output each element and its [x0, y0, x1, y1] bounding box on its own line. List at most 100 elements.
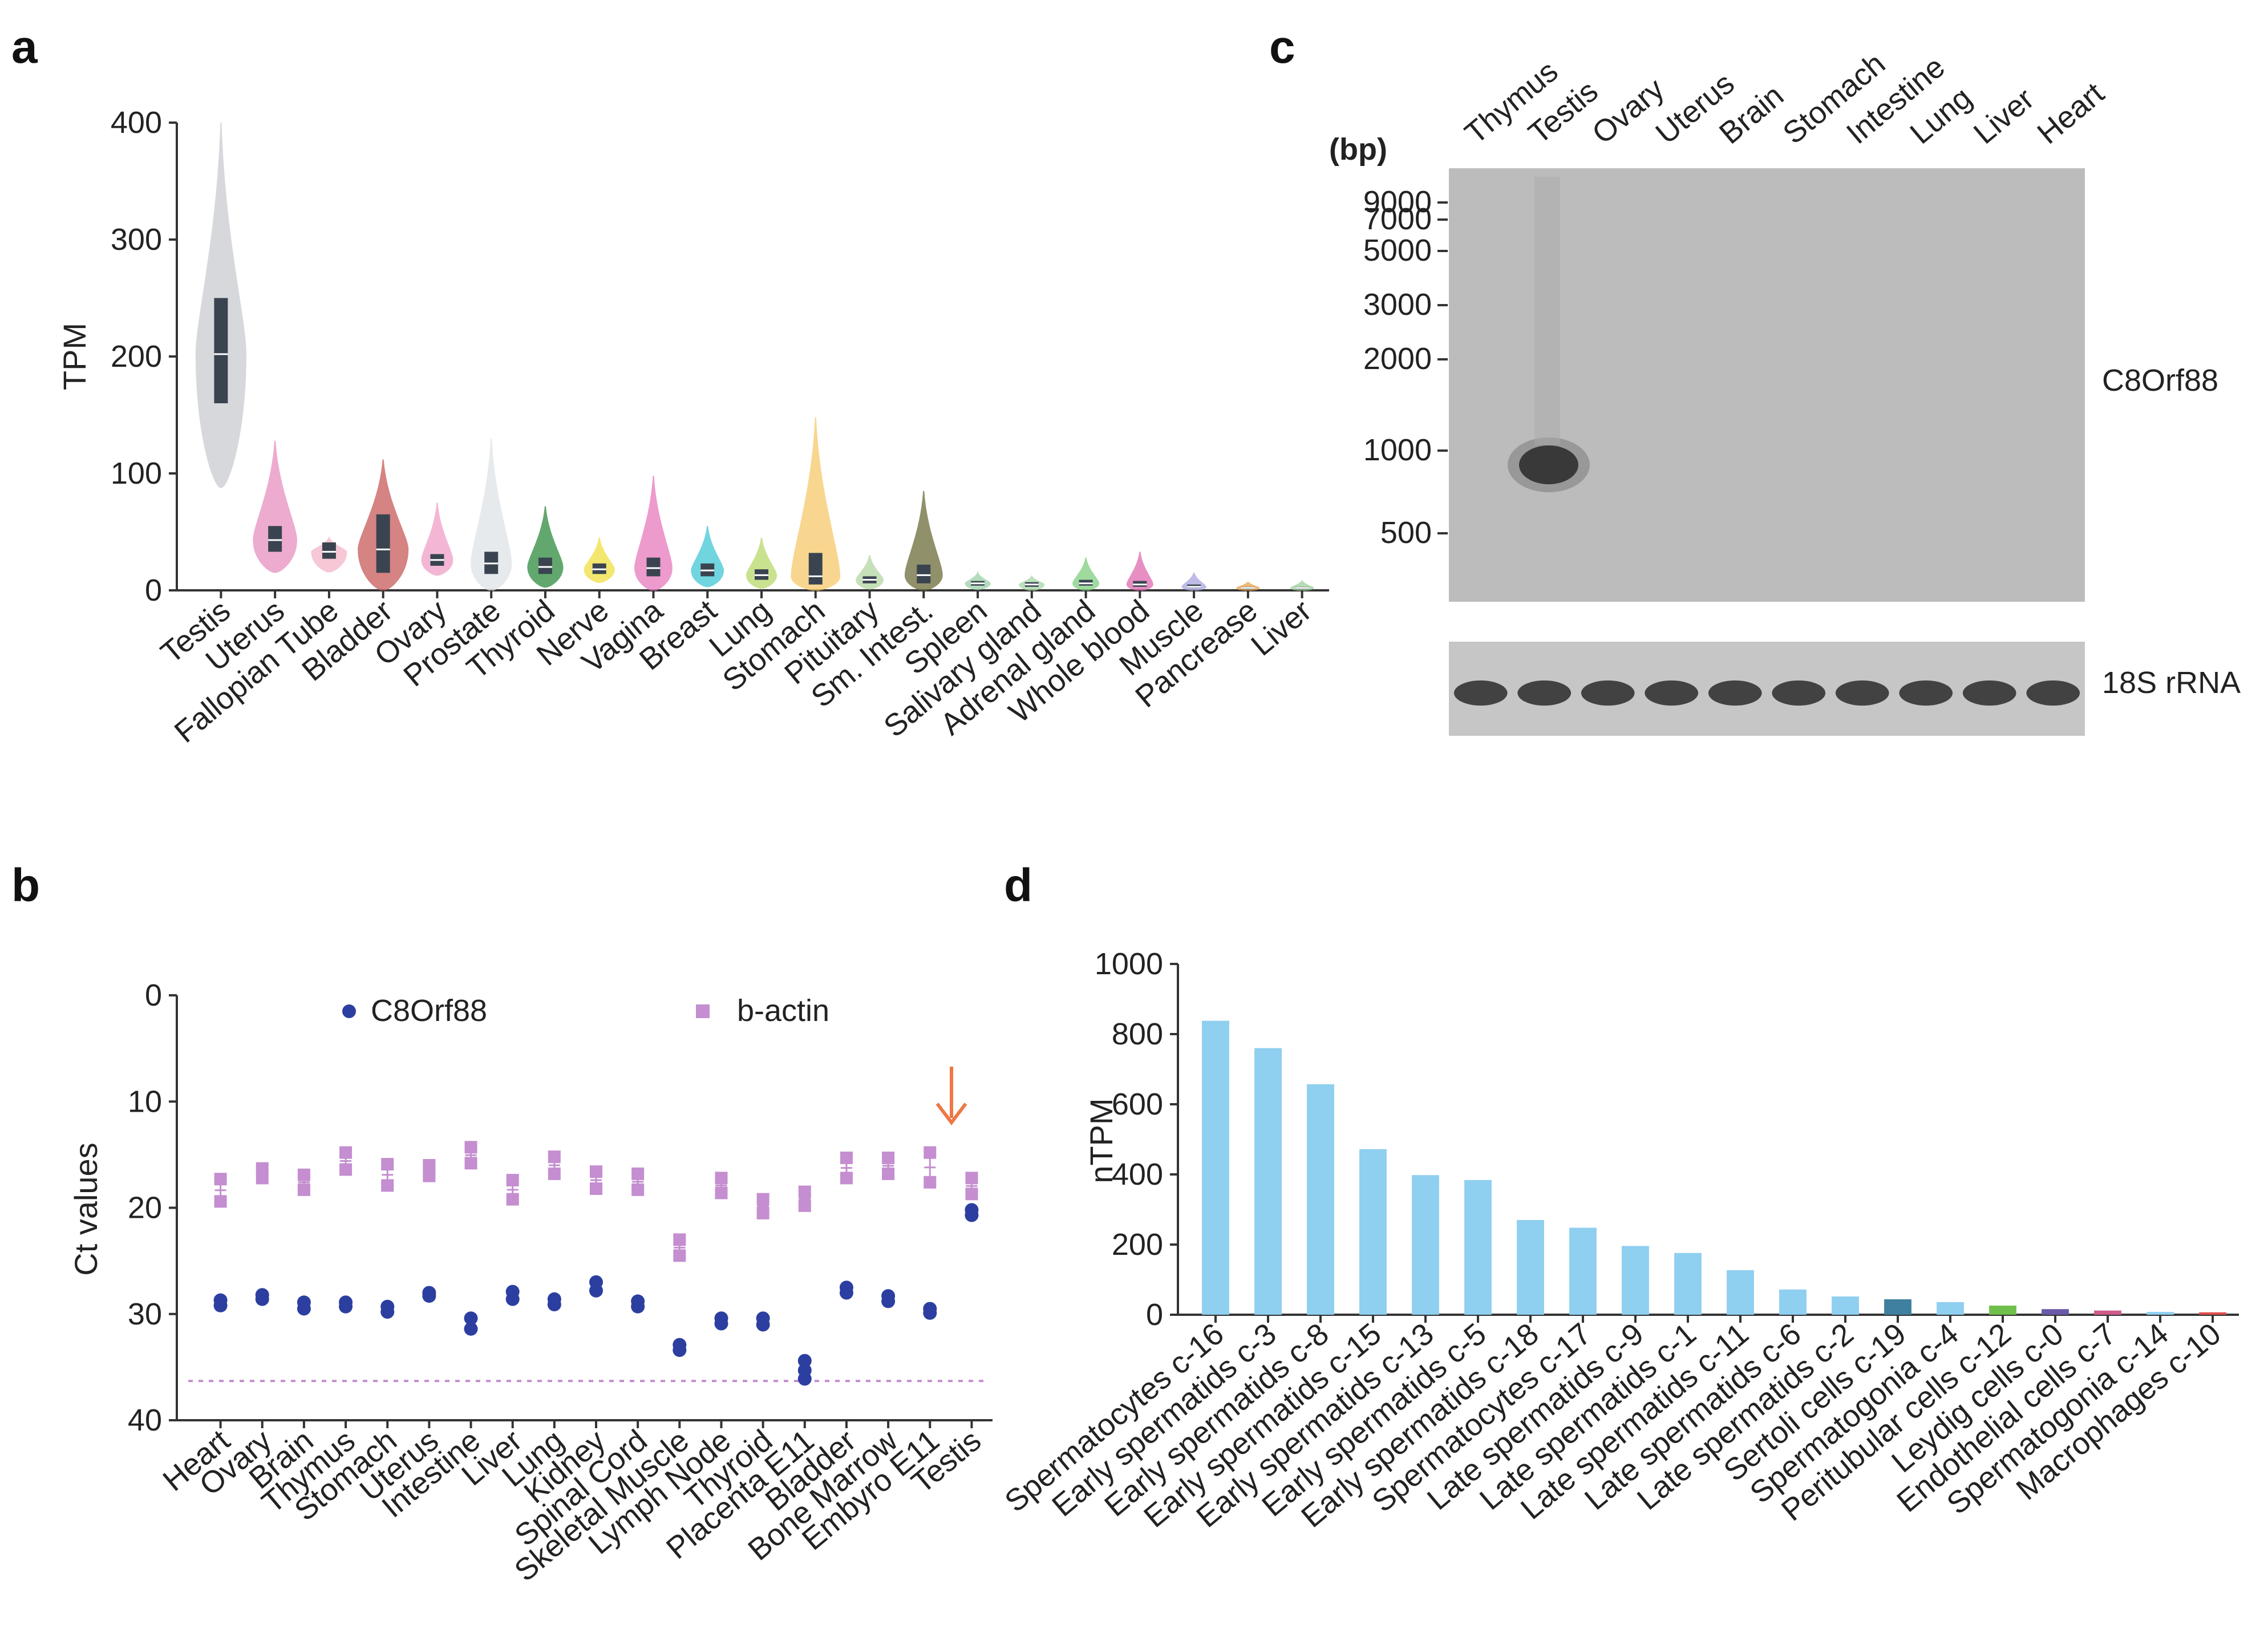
- panel-b-ytick-label: 40: [128, 1403, 162, 1437]
- bar-spermatocytes-c-17: [1569, 1227, 1597, 1315]
- c8orf88-point: [839, 1286, 853, 1300]
- c8orf88-point: [255, 1292, 269, 1306]
- bar-leydig-cells-c-0: [2042, 1309, 2069, 1315]
- panel-d-ytick-label: 1000: [1095, 947, 1163, 981]
- violin-iqr-box: [322, 542, 336, 559]
- c8orf88-point: [673, 1343, 687, 1358]
- panel-label-b: b: [11, 860, 40, 911]
- bar-late-spermatids-c-6: [1779, 1289, 1807, 1315]
- c8orf88-point: [714, 1316, 728, 1331]
- arrow-icon: [935, 1103, 967, 1125]
- violin-pituitary: [856, 555, 884, 590]
- violin-iqr-box: [214, 298, 228, 403]
- violin-uterus: [253, 440, 297, 573]
- bar-early-spermatids-c-13: [1412, 1175, 1439, 1315]
- panel-a-ytick-label: 200: [111, 339, 162, 374]
- bar-macrophages-c-10: [2199, 1312, 2226, 1315]
- c8orf88-point: [756, 1318, 770, 1332]
- bar-endothelial-cells-c-7: [2094, 1310, 2121, 1315]
- blot-label-c8orf88: C8Orf88: [2102, 363, 2218, 398]
- c8orf88-point: [339, 1299, 353, 1314]
- rrna-band: [1835, 680, 1889, 706]
- panel-a-category-label: Liver: [1245, 593, 1318, 662]
- panel-b-y-label: Ct values: [68, 1142, 104, 1275]
- bar-early-spermatids-c-5: [1464, 1180, 1492, 1315]
- c8orf88-point: [797, 1354, 812, 1368]
- c8orf88-point: [297, 1302, 311, 1316]
- violin-lung: [746, 537, 777, 589]
- panel-d-ytick-label: 0: [1146, 1298, 1163, 1332]
- c8orf88-point: [547, 1297, 561, 1311]
- violin-iqr-box: [538, 557, 552, 574]
- c8orf88-point: [505, 1292, 520, 1306]
- rrna-band: [1772, 680, 1826, 706]
- ladder-label: 3000: [1363, 287, 1432, 322]
- ladder-label: 5000: [1363, 233, 1432, 268]
- lane-label-liver: Liver: [1967, 82, 2040, 151]
- panel-a-ytick-label: 400: [111, 106, 162, 140]
- bar-early-spermatids-c-8: [1307, 1084, 1334, 1315]
- testis-arrow: [935, 1067, 967, 1125]
- c8orf88-point: [797, 1372, 812, 1386]
- panel-d-y-label: nTPM: [1083, 1098, 1119, 1183]
- c8orf88-point: [631, 1299, 645, 1314]
- bar-late-spermatids-c-2: [1832, 1296, 1859, 1315]
- c8orf88-point: [965, 1208, 979, 1222]
- violin-iqr-box: [268, 526, 282, 552]
- ladder-label: 7000: [1363, 202, 1432, 236]
- violin-iqr-box: [646, 557, 661, 577]
- ladder-label: 2000: [1363, 342, 1432, 376]
- ladder-label: 9000: [1363, 185, 1432, 219]
- rrna-band: [1453, 680, 1508, 706]
- rrna-band: [1645, 680, 1699, 706]
- c8orf88-point: [881, 1294, 896, 1308]
- lane-label-ovary: Ovary: [1586, 72, 1671, 151]
- ladder-label: 500: [1380, 516, 1432, 550]
- panel-label-d: d: [1004, 860, 1032, 911]
- panel-label-c: c: [1269, 21, 1295, 73]
- panel-a-ytick-label: 100: [111, 456, 162, 491]
- rrna-band: [1899, 680, 1953, 706]
- panel-d-ytick-label: 800: [1112, 1017, 1163, 1051]
- blot-lane-smear: [1534, 177, 1560, 445]
- violin-iqr-box: [808, 553, 823, 585]
- c8orf88-point: [213, 1298, 228, 1312]
- violin-breast: [691, 526, 724, 587]
- legend-marker-b-actin: [696, 1004, 710, 1018]
- blot-band-halo: [1508, 437, 1590, 492]
- panel-a-y-label: TPM: [56, 323, 92, 390]
- rrna-band: [1708, 680, 1762, 706]
- c8orf88-point: [380, 1305, 395, 1319]
- bar-spermatocytes-c-16: [1202, 1020, 1229, 1315]
- panel-d-ytick-label: 400: [1112, 1157, 1163, 1192]
- bar-spermatogonia-c-14: [2146, 1312, 2174, 1315]
- panel-b-legend: C8Orf88 b-actin: [342, 994, 829, 1028]
- ladder-label: 1000: [1363, 433, 1432, 467]
- violin-ovary: [421, 503, 453, 576]
- bar-peritubular-cells-c-12: [1989, 1306, 2016, 1315]
- c8orf88-point: [923, 1306, 937, 1320]
- bar-late-spermatids-c-9: [1622, 1246, 1649, 1315]
- lane-label-heart: Heart: [2031, 76, 2111, 151]
- legend-marker-c8orf88: [342, 1004, 356, 1018]
- c8orf88-point: [422, 1289, 436, 1303]
- rrna-band: [2026, 680, 2080, 706]
- legend-label-c8orf88: C8Orf88: [371, 994, 487, 1028]
- c8orf88-point: [464, 1322, 478, 1336]
- bar-late-spermatids-c-11: [1727, 1270, 1754, 1315]
- bar-late-spermatids-c-1: [1674, 1253, 1702, 1315]
- panel-b-ytick-label: 0: [145, 978, 162, 1012]
- panel-b-ytick-label: 30: [128, 1297, 162, 1331]
- panel-d-ytick-label: 200: [1112, 1227, 1163, 1262]
- c8orf88-point: [589, 1283, 603, 1298]
- blot-band-testis: [1519, 445, 1578, 484]
- bar-sertoli-cells-c-19: [1884, 1299, 1911, 1315]
- violin-nerve: [584, 537, 615, 583]
- rrna-band: [1581, 680, 1635, 706]
- legend-label-b-actin: b-actin: [737, 994, 829, 1028]
- blot-label-18s-rrna: 18S rRNA: [2102, 666, 2241, 700]
